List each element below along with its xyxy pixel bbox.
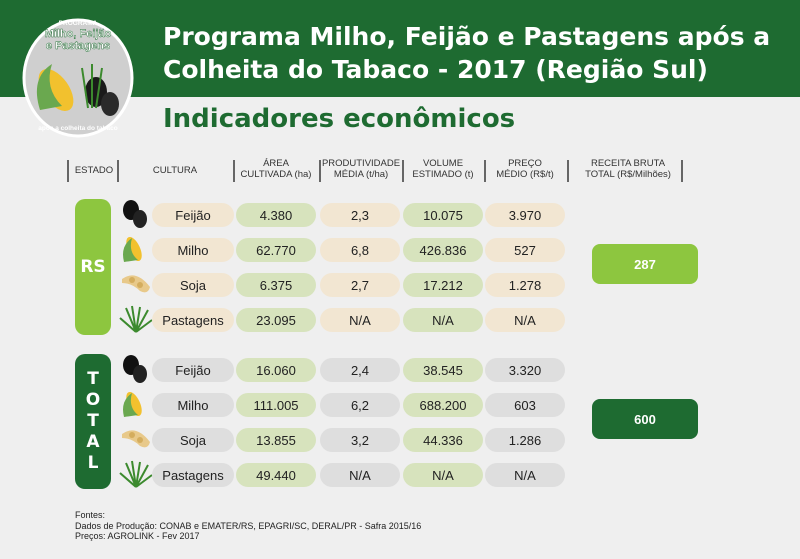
column-separator <box>567 160 569 182</box>
volume-cell: N/A <box>403 463 483 487</box>
column-header-area-line-2: CULTIVADA (ha) <box>240 169 312 180</box>
culture-cell: Pastagens <box>152 463 234 487</box>
column-separator <box>319 160 321 182</box>
program-logo: PROGRAMA Milho, Feijão e Pastagens após … <box>22 18 134 138</box>
column-header-area: ÁREA CULTIVADA (ha) <box>236 158 316 180</box>
column-separator <box>681 160 683 182</box>
column-header-volume-line-2: ESTIMADO (t) <box>412 169 474 180</box>
volume-cell: 17.212 <box>403 273 483 297</box>
volume-cell: N/A <box>403 308 483 332</box>
column-separator <box>402 160 404 182</box>
column-header-produtividade-line-1: PRODUTIVIDADE <box>321 158 401 169</box>
column-separator <box>117 160 119 182</box>
column-header-produtividade: PRODUTIVIDADE MÉDIA (t/ha) <box>321 158 401 180</box>
productivity-cell: 2,4 <box>320 358 400 382</box>
productivity-cell: 3,2 <box>320 428 400 452</box>
culture-cell: Soja <box>152 428 234 452</box>
culture-cell: Soja <box>152 273 234 297</box>
price-cell: 1.278 <box>485 273 565 297</box>
logo-name-line-1: Milho, Feijão <box>45 28 112 40</box>
corn-icon <box>123 236 142 262</box>
total-letter: A <box>86 432 100 452</box>
soy-icon <box>122 430 150 448</box>
culture-cell: Feijão <box>152 203 234 227</box>
culture-cell: Pastagens <box>152 308 234 332</box>
price-cell: 603 <box>485 393 565 417</box>
productivity-cell: N/A <box>320 308 400 332</box>
price-cell: 3.970 <box>485 203 565 227</box>
price-cell: 3.320 <box>485 358 565 382</box>
column-header-estado: ESTADO <box>74 165 114 176</box>
culture-cell: Milho <box>152 238 234 262</box>
column-header-receita: RECEITA BRUTA TOTAL (R$/Milhões) <box>578 158 678 180</box>
title-line-2: Colheita do Tabaco - 2017 (Região Sul) <box>163 55 708 84</box>
column-separator <box>484 160 486 182</box>
footer-line-2: Dados de Produção: CONAB e EMATER/RS, EP… <box>75 520 422 531</box>
area-cell: 49.440 <box>236 463 316 487</box>
footer-line-3: Preços: AGROLINK - Fev 2017 <box>75 531 200 541</box>
column-header-receita-line-1: RECEITA BRUTA <box>590 158 666 169</box>
price-cell: 1.286 <box>485 428 565 452</box>
corn-icon <box>123 391 142 417</box>
productivity-cell: 2,3 <box>320 203 400 227</box>
column-header-volume: VOLUME ESTIMADO (t) <box>403 158 483 180</box>
column-header-preco: PREÇO MÉDIO (R$/t) <box>485 158 565 180</box>
productivity-cell: 6,2 <box>320 393 400 417</box>
grass-icon <box>119 460 153 488</box>
price-cell: N/A <box>485 463 565 487</box>
revenue-rs: 287 <box>592 244 698 284</box>
productivity-cell: 2,7 <box>320 273 400 297</box>
column-header-area-line-1: ÁREA <box>263 158 289 169</box>
bean-icon <box>123 200 147 228</box>
total-letter: T <box>87 411 99 431</box>
state-label-total: T O T A L <box>75 354 111 489</box>
productivity-cell: N/A <box>320 463 400 487</box>
volume-cell: 44.336 <box>403 428 483 452</box>
volume-cell: 426.836 <box>403 238 483 262</box>
area-cell: 13.855 <box>236 428 316 452</box>
state-label-rs: RS <box>75 199 111 335</box>
column-header-volume-line-1: VOLUME <box>422 158 464 169</box>
total-letter: L <box>87 453 99 473</box>
grass-icon <box>119 305 153 333</box>
volume-cell: 10.075 <box>403 203 483 227</box>
area-cell: 6.375 <box>236 273 316 297</box>
footer-line-1: Fontes: <box>75 510 106 520</box>
section-title: Indicadores econômicos <box>163 104 516 134</box>
logo-top-text: PROGRAMA <box>59 20 98 27</box>
total-letter: O <box>85 390 101 410</box>
column-header-preco-line-2: MÉDIO (R$/t) <box>496 169 554 180</box>
volume-cell: 688.200 <box>403 393 483 417</box>
column-separator <box>67 160 69 182</box>
area-cell: 16.060 <box>236 358 316 382</box>
revenue-total: 600 <box>592 399 698 439</box>
column-header-preco-line-1: PREÇO <box>508 158 542 169</box>
area-cell: 4.380 <box>236 203 316 227</box>
title-line-1: Programa Milho, Feijão e Pastagens após … <box>163 22 771 51</box>
bean-icon <box>123 355 147 383</box>
logo-bottom-text: após a colheita do tabaco <box>38 125 117 132</box>
total-letter: T <box>87 369 99 389</box>
area-cell: 23.095 <box>236 308 316 332</box>
logo-name-line-2: e Pastagens <box>46 40 110 52</box>
column-header-produtividade-line-2: MÉDIA (t/ha) <box>333 169 389 180</box>
sources-footer: Fontes: Dados de Produção: CONAB e EMATE… <box>75 510 421 542</box>
area-cell: 62.770 <box>236 238 316 262</box>
productivity-cell: 6,8 <box>320 238 400 262</box>
soy-icon <box>122 275 150 293</box>
culture-cell: Milho <box>152 393 234 417</box>
price-cell: N/A <box>485 308 565 332</box>
column-header-receita-line-2: TOTAL (R$/Milhões) <box>585 169 671 180</box>
column-separator <box>233 160 235 182</box>
page-title: Programa Milho, Feijão e Pastagens após … <box>163 20 783 86</box>
column-header-cultura: CULTURA <box>152 165 198 176</box>
culture-cell: Feijão <box>152 358 234 382</box>
area-cell: 111.005 <box>236 393 316 417</box>
price-cell: 527 <box>485 238 565 262</box>
volume-cell: 38.545 <box>403 358 483 382</box>
